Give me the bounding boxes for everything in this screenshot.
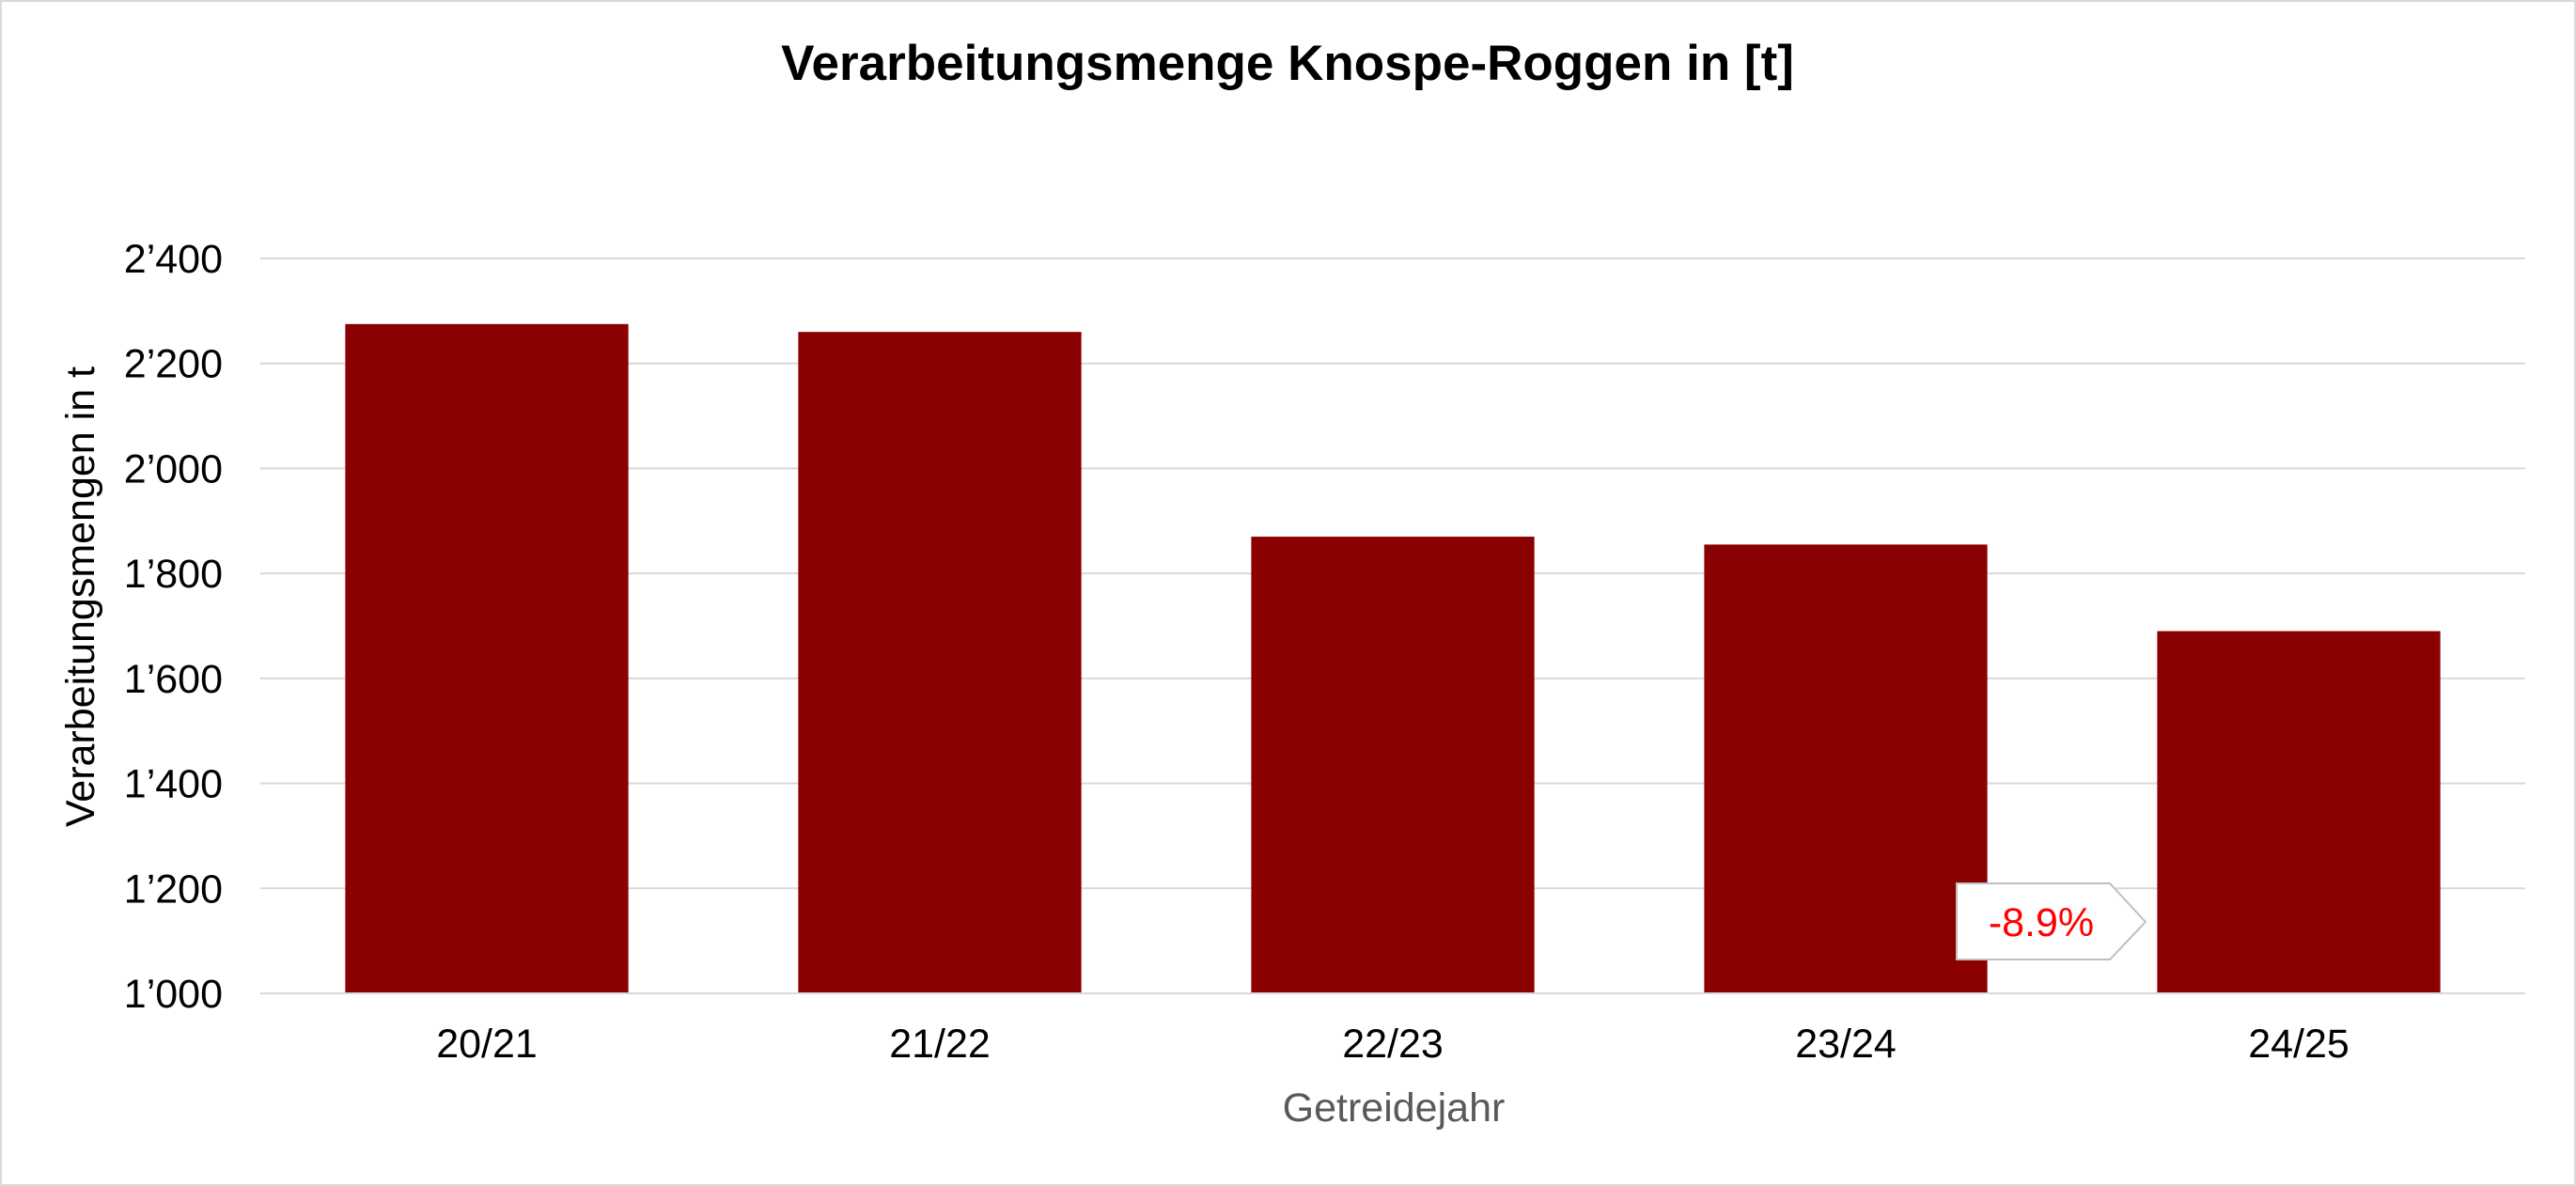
x-tick-label: 23/24	[1795, 1022, 1897, 1067]
gridlines	[260, 257, 2525, 890]
change-callout: -8.9%	[1956, 882, 2147, 960]
x-tick-label: 22/23	[1342, 1022, 1444, 1067]
callout-label: -8.9%	[1989, 900, 2094, 945]
bar-20-21	[345, 323, 629, 994]
callout-box	[1956, 882, 2147, 960]
bar-24-25	[2157, 631, 2441, 993]
x-tick-label: 24/25	[2248, 1022, 2350, 1067]
y-tick-label: 1’600	[124, 657, 223, 702]
y-tick-label: 1’200	[124, 866, 223, 912]
x-tick-label: 20/21	[436, 1022, 538, 1067]
x-axis-ticks: 20/21 21/22 22/23 23/24 24/25	[436, 1022, 2350, 1067]
x-axis-label: Getreidejahr	[1283, 1085, 1506, 1131]
bar-21-22	[798, 332, 1082, 993]
y-tick-label: 2’400	[124, 237, 223, 282]
y-axis-label: Verarbeitungsmengen in t	[58, 367, 103, 827]
bars	[345, 323, 2441, 994]
y-axis-ticks: 1’000 1’200 1’400 1’600 1’800 2’000 2’200 2’400	[124, 237, 223, 1017]
bar-22-23	[1251, 537, 1535, 993]
y-tick-label: 1’800	[124, 552, 223, 597]
y-tick-label: 2’000	[124, 446, 223, 492]
bar-23-24	[1704, 544, 1988, 993]
y-tick-label: 1’400	[124, 762, 223, 807]
y-tick-label: 2’200	[124, 342, 223, 387]
x-tick-label: 21/22	[889, 1022, 991, 1067]
y-tick-label: 1’000	[124, 972, 223, 1017]
chart-title: Verarbeitungsmenge Knospe-Roggen in [t]	[781, 36, 1794, 91]
